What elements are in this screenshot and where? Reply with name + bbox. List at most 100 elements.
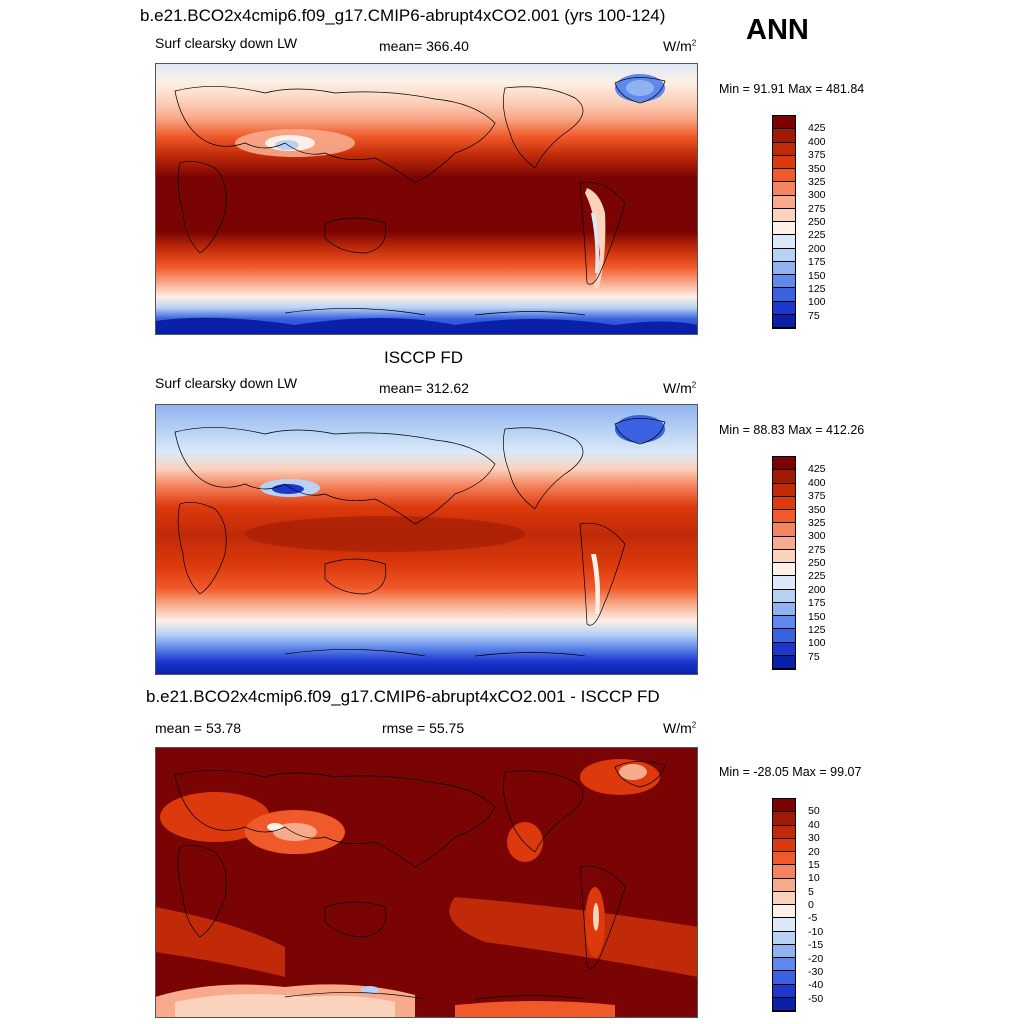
colorbar-swatch (773, 116, 795, 130)
colorbar-tick-label: 425 (808, 463, 826, 476)
panel-3-mean: mean = 53.78 (155, 720, 242, 736)
panel-1-variable: Surf clearsky down LW (155, 35, 298, 51)
colorbar-swatch (773, 142, 795, 156)
panel-1-units: W/m2 (663, 38, 697, 54)
colorbar-tick-label: 425 (808, 122, 826, 135)
colorbar-tick-label: 150 (808, 269, 826, 282)
panel-3-title: b.e21.BCO2x4cmip6.f09_g17.CMIP6-abrupt4x… (146, 687, 660, 706)
colorbar-tick-label: -20 (808, 952, 824, 965)
colorbar-swatch (773, 457, 795, 471)
colorbar-swatch (773, 222, 795, 236)
colorbar-tick-label: 20 (808, 845, 820, 858)
colorbar-swatch (773, 642, 795, 656)
colorbar-swatch (773, 470, 795, 484)
colorbar-swatch (773, 812, 795, 826)
colorbar-tick-label: 75 (808, 650, 820, 663)
colorbar-tick-label: 30 (808, 832, 820, 845)
colorbar-tick-label: 350 (808, 503, 826, 516)
colorbar-tick-label: 325 (808, 175, 826, 188)
panel-1-minmax: Min = 91.91 Max = 481.84 (719, 82, 865, 96)
colorbar-swatch (773, 314, 795, 328)
colorbar-swatch (773, 195, 795, 209)
colorbar-swatch (773, 129, 795, 143)
panel-2-variable: Surf clearsky down LW (155, 375, 298, 391)
colorbar-tick-label: 350 (808, 162, 826, 175)
colorbar-tick-label: 300 (808, 189, 826, 202)
colorbar-swatch (773, 602, 795, 616)
colorbar-tick-label: -10 (808, 925, 824, 938)
colorbar-swatch (773, 891, 795, 905)
colorbar-swatch (773, 483, 795, 497)
colorbar-tick-label: 375 (808, 490, 826, 503)
colorbar-swatch (773, 496, 795, 510)
colorbar-tick-label: 150 (808, 610, 826, 623)
season-label: ANN (746, 14, 809, 46)
colorbar-tick-label: 125 (808, 623, 826, 636)
colorbar-tick-label: 275 (808, 202, 826, 215)
panel-2-title: ISCCP FD (384, 348, 464, 367)
panel-2-units: W/m2 (663, 380, 697, 396)
colorbar-tick-label: 225 (808, 229, 826, 242)
colorbar-swatch (773, 905, 795, 919)
colorbar-tick-label: 200 (808, 583, 826, 596)
panel-1-colorbar: 425 400 375 350 325 300 275 250 225 200 175 150 125 1… (772, 115, 872, 329)
colorbar-swatch (773, 563, 795, 577)
colorbar-tick-label: -40 (808, 979, 824, 992)
panel-1-map (155, 63, 698, 335)
colorbar-swatch (773, 958, 795, 972)
colorbar-swatch (773, 984, 795, 998)
colorbar-swatch (773, 655, 795, 669)
colorbar-tick-label: 125 (808, 282, 826, 295)
colorbar-swatch (773, 248, 795, 262)
panel-3-units: W/m2 (663, 720, 697, 736)
colorbar-tick-label: 250 (808, 216, 826, 228)
colorbar-swatch (773, 997, 795, 1011)
colorbar-tick-label: -5 (808, 912, 818, 925)
colorbar-tick-label: 15 (808, 858, 820, 871)
colorbar-tick-label: 175 (808, 597, 826, 610)
colorbar-swatches (772, 798, 796, 1012)
colorbar-tick-label: 175 (808, 256, 826, 269)
colorbar-swatch (773, 208, 795, 222)
colorbar-swatch (773, 549, 795, 563)
colorbar-tick-label: 50 (808, 805, 820, 818)
colorbar-swatches (772, 115, 796, 329)
colorbar-tick-label: 325 (808, 516, 826, 529)
colorbar-swatch (773, 799, 795, 813)
panel-2-map (155, 404, 698, 675)
colorbar-swatch (773, 944, 795, 958)
colorbar-swatch (773, 275, 795, 289)
colorbar-tick-label: 100 (808, 296, 826, 309)
colorbar-tick-label: 0 (808, 899, 814, 911)
colorbar-tick-label: 250 (808, 557, 826, 569)
colorbar-swatch (773, 589, 795, 603)
panel-3-minmax: Min = -28.05 Max = 99.07 (719, 765, 862, 779)
panel-2-minmax: Min = 88.83 Max = 412.26 (719, 423, 865, 437)
colorbar-swatch (773, 878, 795, 892)
colorbar-swatch (773, 301, 795, 315)
colorbar-swatch (773, 155, 795, 169)
colorbar-tick-label: 225 (808, 570, 826, 583)
colorbar-swatch (773, 616, 795, 630)
colorbar-tick-label: 75 (808, 309, 820, 322)
colorbar-tick-label: 400 (808, 135, 826, 148)
colorbar-swatch (773, 852, 795, 866)
colorbar-swatch (773, 629, 795, 643)
panel-3-colorbar: 50 40 30 20 15 10 5 0 -5 -10 -15 -20 -30 -40 -50 (772, 798, 872, 1012)
colorbar-tick-label: 100 (808, 637, 826, 650)
colorbar-swatch (773, 523, 795, 537)
colorbar-tick-label: 275 (808, 543, 826, 556)
colorbar-swatches (772, 456, 796, 670)
panel-2-mean: mean= 312.62 (379, 380, 469, 396)
colorbar-swatch (773, 235, 795, 249)
colorbar-swatch (773, 288, 795, 302)
colorbar-tick-label: 200 (808, 242, 826, 255)
panel-3-map (155, 747, 698, 1018)
colorbar-swatch (773, 838, 795, 852)
colorbar-swatch (773, 510, 795, 524)
colorbar-tick-label: -50 (808, 992, 824, 1005)
panel-1-mean: mean= 366.40 (379, 38, 469, 54)
colorbar-swatch (773, 576, 795, 590)
colorbar-tick-label: -30 (808, 965, 824, 978)
colorbar-tick-label: 5 (808, 885, 814, 898)
